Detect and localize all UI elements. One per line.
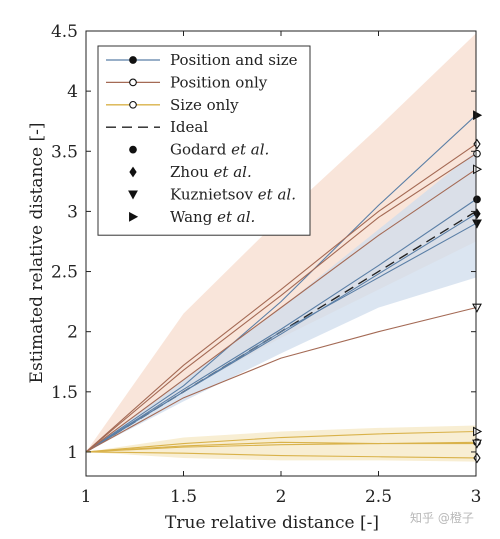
legend-label-1: Position only <box>170 73 268 91</box>
y-tick-label: 2 <box>67 323 78 343</box>
x-tick-label: 2 <box>276 487 287 507</box>
series-line-position_and_size-1 <box>85 198 477 453</box>
legend-label-0: Position and size <box>170 51 298 69</box>
legend-marker-1 <box>129 78 137 87</box>
legend-marker-7 <box>129 211 139 222</box>
legend-box <box>97 45 311 236</box>
legend-label-5: Zhou et al. <box>170 163 252 181</box>
end-marker-position_only-7 <box>473 164 483 175</box>
x-tick-label: 2.5 <box>365 487 392 507</box>
confidence-bands <box>86 33 476 462</box>
end-markers <box>472 110 483 464</box>
y-tick-label: 3.5 <box>51 142 78 162</box>
legend-label-3: Ideal <box>170 118 208 136</box>
end-marker-position_and_size-3 <box>472 219 482 229</box>
series-line-position_and_size-3 <box>85 222 477 453</box>
legend-marker-4 <box>129 145 137 154</box>
band-position-only <box>86 33 476 452</box>
series-line-position_only-5 <box>85 153 477 453</box>
band-size-only <box>86 425 476 462</box>
end-marker-position_only-5 <box>473 149 481 158</box>
x-tick-label: 3 <box>471 487 482 507</box>
legend-label-em-4: et al. <box>226 141 269 159</box>
y-tick-label: 1 <box>67 443 78 463</box>
legend-label-4: Godard et al. <box>170 141 269 159</box>
axis-ticks: 1 1.5 2 2.5 3 1 1.5 2 2.5 3 3.5 4 4.5 <box>51 22 481 507</box>
x-tick-label: 1 <box>81 487 92 507</box>
series-line-position_only-6 <box>85 143 477 453</box>
legend-label-em-7: et al. <box>212 208 255 226</box>
series-line-size_only-10 <box>85 451 477 459</box>
end-marker-size_only-11 <box>472 439 482 449</box>
legend-marker-2 <box>129 100 137 109</box>
legend: Position and size Position only Size only I… <box>97 45 311 236</box>
y-axis-title: Estimated relative distance [-] <box>27 123 47 384</box>
legend-label-2: Size only <box>170 96 239 114</box>
end-marker-position_and_size-4 <box>473 110 483 121</box>
band-position-and-size <box>86 151 476 452</box>
series-line-position_only-8 <box>85 307 477 453</box>
legend-marker-0 <box>129 56 137 64</box>
x-axis-title: True relative distance [-] <box>165 513 379 533</box>
legend-marker-6 <box>128 190 138 200</box>
series-line-size_only-11 <box>85 442 476 453</box>
y-tick-label: 3 <box>67 202 78 222</box>
end-marker-position_and_size-1 <box>473 195 481 204</box>
y-tick-label: 4.5 <box>51 22 78 42</box>
end-marker-position_only-8 <box>472 303 482 313</box>
legend-marker-5 <box>129 166 137 178</box>
series-line-position_only-7 <box>85 168 477 453</box>
series-line-size_only-12 <box>85 430 477 453</box>
end-marker-size_only-12 <box>473 426 483 437</box>
legend-label-6: Kuznietsov et al. <box>170 185 296 203</box>
legend-label-em-5: et al. <box>209 163 252 181</box>
y-tick-label: 1.5 <box>51 383 78 403</box>
legend-label-em-6: et al. <box>253 185 296 203</box>
x-tick-label: 1.5 <box>170 487 197 507</box>
series-lines <box>85 114 477 459</box>
watermark: 知乎 @橙子 <box>410 510 474 525</box>
series-line-position_and_size-4 <box>85 114 477 453</box>
y-tick-label: 2.5 <box>51 263 78 283</box>
y-tick-label: 4 <box>67 82 78 102</box>
legend-label-7: Wang et al. <box>170 208 255 226</box>
